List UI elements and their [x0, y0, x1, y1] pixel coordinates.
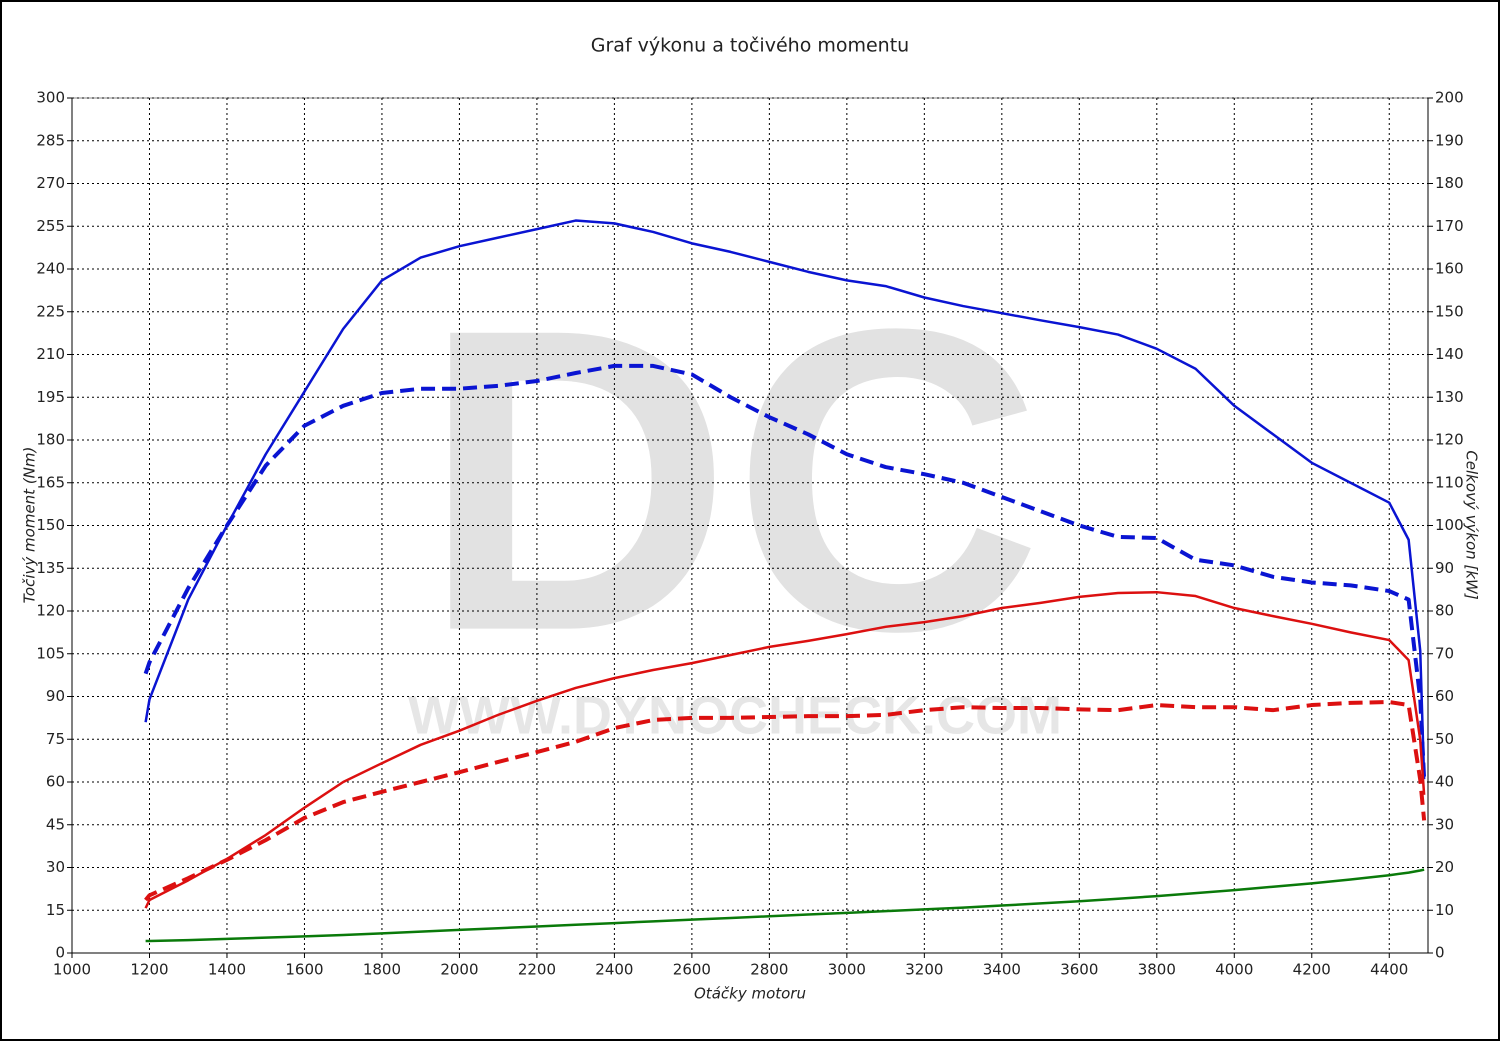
watermark: DC WWW.DYNOCHECK.COM — [408, 241, 1062, 746]
y-tick-label: 195 — [36, 388, 65, 406]
y-tick-label: 255 — [36, 217, 65, 235]
x-tick-label: 1200 — [130, 961, 168, 979]
y2-tick-label: 60 — [1435, 687, 1454, 705]
y2-tick-label: 190 — [1435, 131, 1464, 149]
y-tick-label: 15 — [46, 901, 65, 919]
y-tick-label: 210 — [36, 345, 65, 363]
y-tick-label: 45 — [46, 815, 65, 833]
series-line — [145, 868, 1425, 943]
y-tick-label: 180 — [36, 431, 65, 449]
x-tick-label: 3800 — [1138, 961, 1176, 979]
x-tick-label: 2600 — [673, 961, 711, 979]
y2-tick-label: 20 — [1435, 858, 1454, 876]
y-tick-label: 135 — [36, 559, 65, 577]
y-tick-label: 270 — [36, 174, 65, 192]
y2-tick-label: 150 — [1435, 302, 1464, 320]
y-tick-label: 285 — [36, 131, 65, 149]
series-line — [144, 700, 1427, 902]
y2-tick-label: 40 — [1435, 773, 1454, 791]
y2-tick-label: 10 — [1435, 901, 1454, 919]
y2-tick-label: 120 — [1435, 431, 1464, 449]
y2-tick-label: 80 — [1435, 602, 1454, 620]
y-tick-label: 300 — [36, 89, 65, 107]
y2-tick-label: 50 — [1435, 730, 1454, 748]
y2-tick-label: 140 — [1435, 345, 1464, 363]
y-tick-label: 150 — [36, 516, 65, 534]
plot-area: 0 15 30 45 60 75 90 105 120 135 150 165 180 195 210 225… — [36, 89, 1463, 979]
y-axis-label: Točivý moment (Nm) — [21, 447, 39, 604]
y2-tick-label: 100 — [1435, 516, 1464, 534]
x-tick-label: 3600 — [1060, 961, 1098, 979]
x-tick-label: 4000 — [1215, 961, 1253, 979]
x-axis-label: Otáčky motoru — [694, 985, 806, 1003]
y-tick-label: 120 — [36, 602, 65, 620]
y2-tick-label: 200 — [1435, 89, 1464, 107]
series-line — [144, 590, 1426, 909]
y2-tick-label: 160 — [1435, 260, 1464, 278]
watermark-logo: DC — [421, 241, 1042, 721]
series-line — [144, 219, 1426, 780]
y-tick-label: 30 — [46, 858, 65, 876]
x-tick-label: 4400 — [1370, 961, 1408, 979]
y2-tick-label: 90 — [1435, 559, 1454, 577]
series-line — [143, 363, 1427, 780]
x-tick-label: 1800 — [363, 961, 401, 979]
x-tick-label: 4200 — [1293, 961, 1331, 979]
y2-tick-label: 70 — [1435, 644, 1454, 662]
y-tick-label: 60 — [46, 773, 65, 791]
y2-tick-label: 30 — [1435, 815, 1454, 833]
x-tick-label: 2800 — [750, 961, 788, 979]
y-tick-label: 0 — [55, 944, 65, 962]
x-tick-label: 2400 — [595, 961, 633, 979]
y-tick-label: 240 — [36, 260, 65, 278]
x-tick-label: 1600 — [285, 961, 323, 979]
x-tick-label: 1000 — [53, 961, 91, 979]
y2-tick-label: 170 — [1435, 217, 1464, 235]
x-tick-label: 3000 — [828, 961, 866, 979]
y-tick-label: 165 — [36, 473, 65, 491]
x-tick-label: 2200 — [518, 961, 556, 979]
y-tick-label: 75 — [46, 730, 65, 748]
y2-axis-label: Celkový výkon [kW] — [1463, 450, 1481, 600]
y-tick-label: 105 — [36, 644, 65, 662]
y2-tick-label: 130 — [1435, 388, 1464, 406]
x-tick-label: 2000 — [440, 961, 478, 979]
watermark-url: WWW.DYNOCHECK.COM — [408, 685, 1062, 745]
chart-title: Graf výkonu a točivého momentu — [591, 35, 909, 57]
y-tick-label: 90 — [46, 687, 65, 705]
y2-tick-label: 0 — [1435, 944, 1445, 962]
x-tick-label: 3400 — [983, 961, 1021, 979]
y2-tick-label: 110 — [1435, 473, 1464, 491]
y2-tick-label: 180 — [1435, 174, 1464, 192]
y-tick-label: 225 — [36, 302, 65, 320]
x-tick-label: 1400 — [208, 961, 246, 979]
x-tick-label: 3200 — [905, 961, 943, 979]
